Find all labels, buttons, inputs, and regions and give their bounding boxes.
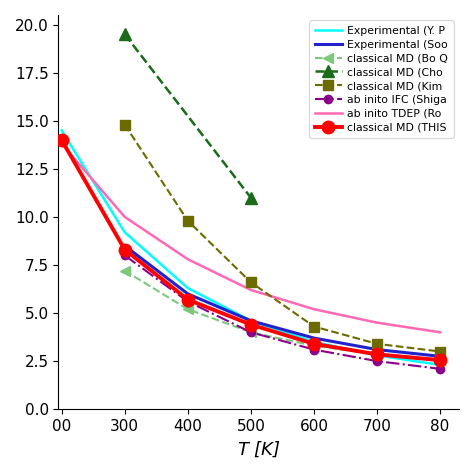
classical MD (THIS: [59, 137, 64, 143]
Experimental (Y. P: [122, 229, 128, 235]
Line: classical MD (Cho: classical MD (Cho: [118, 28, 257, 204]
classical MD (Kim: [248, 280, 254, 285]
Experimental (Soo: [374, 347, 380, 353]
ab inito TDEP (Ro: [437, 329, 443, 335]
Experimental (Y. P: [311, 339, 317, 345]
Legend: Experimental (Y. P, Experimental (Soo, classical MD (Bo Q, classical MD (Cho, cl: Experimental (Y. P, Experimental (Soo, c…: [310, 20, 454, 138]
classical MD (THIS: [311, 341, 317, 346]
ab inito TDEP (Ro: [122, 214, 128, 220]
ab inito IFC (Shiga: [311, 347, 317, 353]
classical MD (Kim: [437, 349, 443, 355]
Line: classical MD (Bo Q: classical MD (Bo Q: [120, 266, 445, 365]
Experimental (Soo: [122, 243, 128, 248]
Experimental (Soo: [437, 354, 443, 359]
Line: classical MD (THIS: classical MD (THIS: [55, 134, 447, 366]
classical MD (Bo Q: [185, 306, 191, 312]
classical MD (Bo Q: [437, 357, 443, 363]
Experimental (Soo: [311, 335, 317, 341]
classical MD (THIS: [248, 322, 254, 328]
ab inito TDEP (Ro: [59, 141, 64, 146]
Experimental (Soo: [185, 291, 191, 297]
Line: Experimental (Soo: Experimental (Soo: [125, 246, 440, 356]
ab inito IFC (Shiga: [122, 253, 128, 258]
ab inito IFC (Shiga: [185, 299, 191, 304]
Experimental (Y. P: [248, 318, 254, 324]
ab inito IFC (Shiga: [248, 329, 254, 335]
classical MD (Cho: [122, 31, 128, 37]
classical MD (THIS: [437, 357, 443, 363]
Line: classical MD (Kim: classical MD (Kim: [120, 120, 445, 356]
Experimental (Y. P: [185, 285, 191, 291]
classical MD (Bo Q: [374, 352, 380, 357]
classical MD (THIS: [185, 297, 191, 302]
ab inito TDEP (Ro: [248, 287, 254, 293]
classical MD (Cho: [248, 195, 254, 201]
Line: Experimental (Y. P: Experimental (Y. P: [62, 130, 440, 365]
classical MD (Kim: [311, 324, 317, 329]
ab inito IFC (Shiga: [374, 358, 380, 364]
Line: ab inito IFC (Shiga: ab inito IFC (Shiga: [120, 251, 444, 373]
ab inito IFC (Shiga: [437, 366, 443, 372]
classical MD (Bo Q: [122, 268, 128, 273]
Experimental (Soo: [248, 318, 254, 324]
Line: ab inito TDEP (Ro: ab inito TDEP (Ro: [62, 144, 440, 332]
classical MD (Kim: [185, 218, 191, 224]
classical MD (THIS: [374, 352, 380, 357]
classical MD (Bo Q: [248, 329, 254, 335]
classical MD (THIS: [122, 247, 128, 253]
classical MD (Bo Q: [311, 343, 317, 348]
ab inito TDEP (Ro: [374, 320, 380, 326]
Experimental (Y. P: [59, 128, 64, 133]
Experimental (Y. P: [437, 362, 443, 368]
Experimental (Y. P: [374, 353, 380, 358]
ab inito TDEP (Ro: [185, 256, 191, 262]
ab inito TDEP (Ro: [311, 306, 317, 312]
classical MD (Kim: [122, 122, 128, 128]
X-axis label: $T$ [K]: $T$ [K]: [237, 439, 281, 459]
classical MD (Kim: [374, 341, 380, 346]
